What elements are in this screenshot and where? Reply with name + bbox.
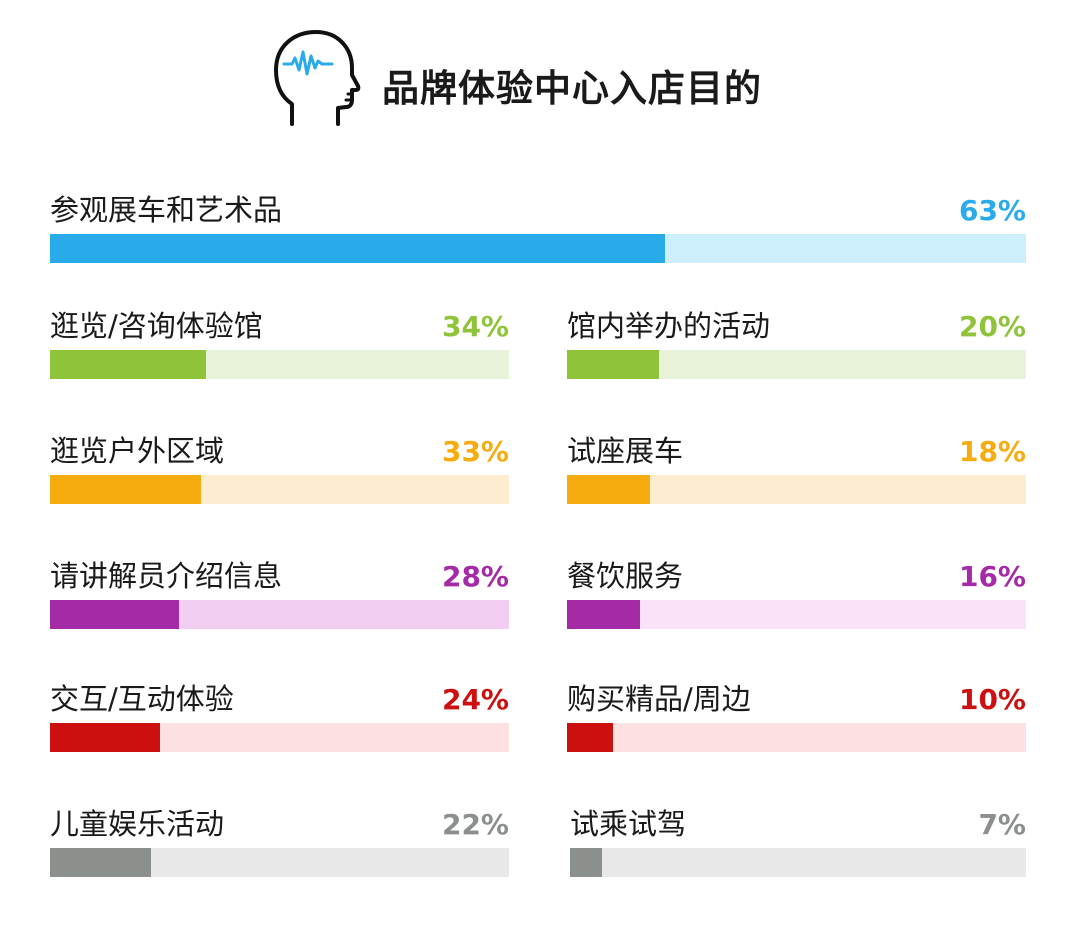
bar-value-label: 33% <box>441 435 509 468</box>
chart-header: 品牌体验中心入店目的 <box>270 28 830 133</box>
bar-track <box>567 723 1026 752</box>
bar <box>570 848 602 877</box>
bar <box>50 475 201 504</box>
chart-title: 品牌体验中心入店目的 <box>382 67 762 110</box>
bar-value-label: 16% <box>958 560 1026 593</box>
bar-track <box>50 848 509 877</box>
bar-value-label: 20% <box>958 310 1026 343</box>
bar <box>50 723 160 752</box>
bar <box>50 600 179 629</box>
bar <box>567 600 640 629</box>
bar-track <box>567 600 1026 629</box>
bar-label: 儿童娱乐活动 <box>50 807 225 841</box>
bar-value-label: 24% <box>441 683 509 716</box>
bar <box>50 234 665 263</box>
bar-value-label: 63% <box>958 194 1026 227</box>
bar-track <box>50 350 509 379</box>
bar-label: 参观展车和艺术品 <box>50 193 283 227</box>
bar-value-label: 22% <box>441 808 509 841</box>
bar-value-label: 7% <box>978 808 1026 841</box>
bar-track <box>567 475 1026 504</box>
bar <box>567 475 650 504</box>
bar-label: 逛览/咨询体验馆 <box>50 309 263 343</box>
bar <box>567 723 613 752</box>
bar-value-label: 18% <box>958 435 1026 468</box>
head-brainwave-icon <box>274 30 361 126</box>
bar <box>50 350 206 379</box>
bar-track <box>50 600 509 629</box>
bar-value-label: 10% <box>958 683 1026 716</box>
bar-value-label: 28% <box>441 560 509 593</box>
bar <box>50 848 151 877</box>
bar-label: 餐饮服务 <box>567 559 684 593</box>
bar-label: 试座展车 <box>567 434 684 468</box>
bar-label: 交互/互动体验 <box>50 682 234 716</box>
bar <box>567 350 659 379</box>
bar-track <box>570 848 1026 877</box>
bar-track <box>50 723 509 752</box>
bar-label: 馆内举办的活动 <box>567 309 771 343</box>
bar-label: 逛览户外区域 <box>50 434 225 468</box>
bar-track <box>567 350 1026 379</box>
bar-track <box>50 234 1026 263</box>
bar-track <box>50 475 509 504</box>
bar-label: 购买精品/周边 <box>567 682 751 716</box>
bar-value-label: 34% <box>441 310 509 343</box>
bar-label: 试乘试驾 <box>570 807 687 841</box>
bar-label: 请讲解员介绍信息 <box>50 559 283 593</box>
